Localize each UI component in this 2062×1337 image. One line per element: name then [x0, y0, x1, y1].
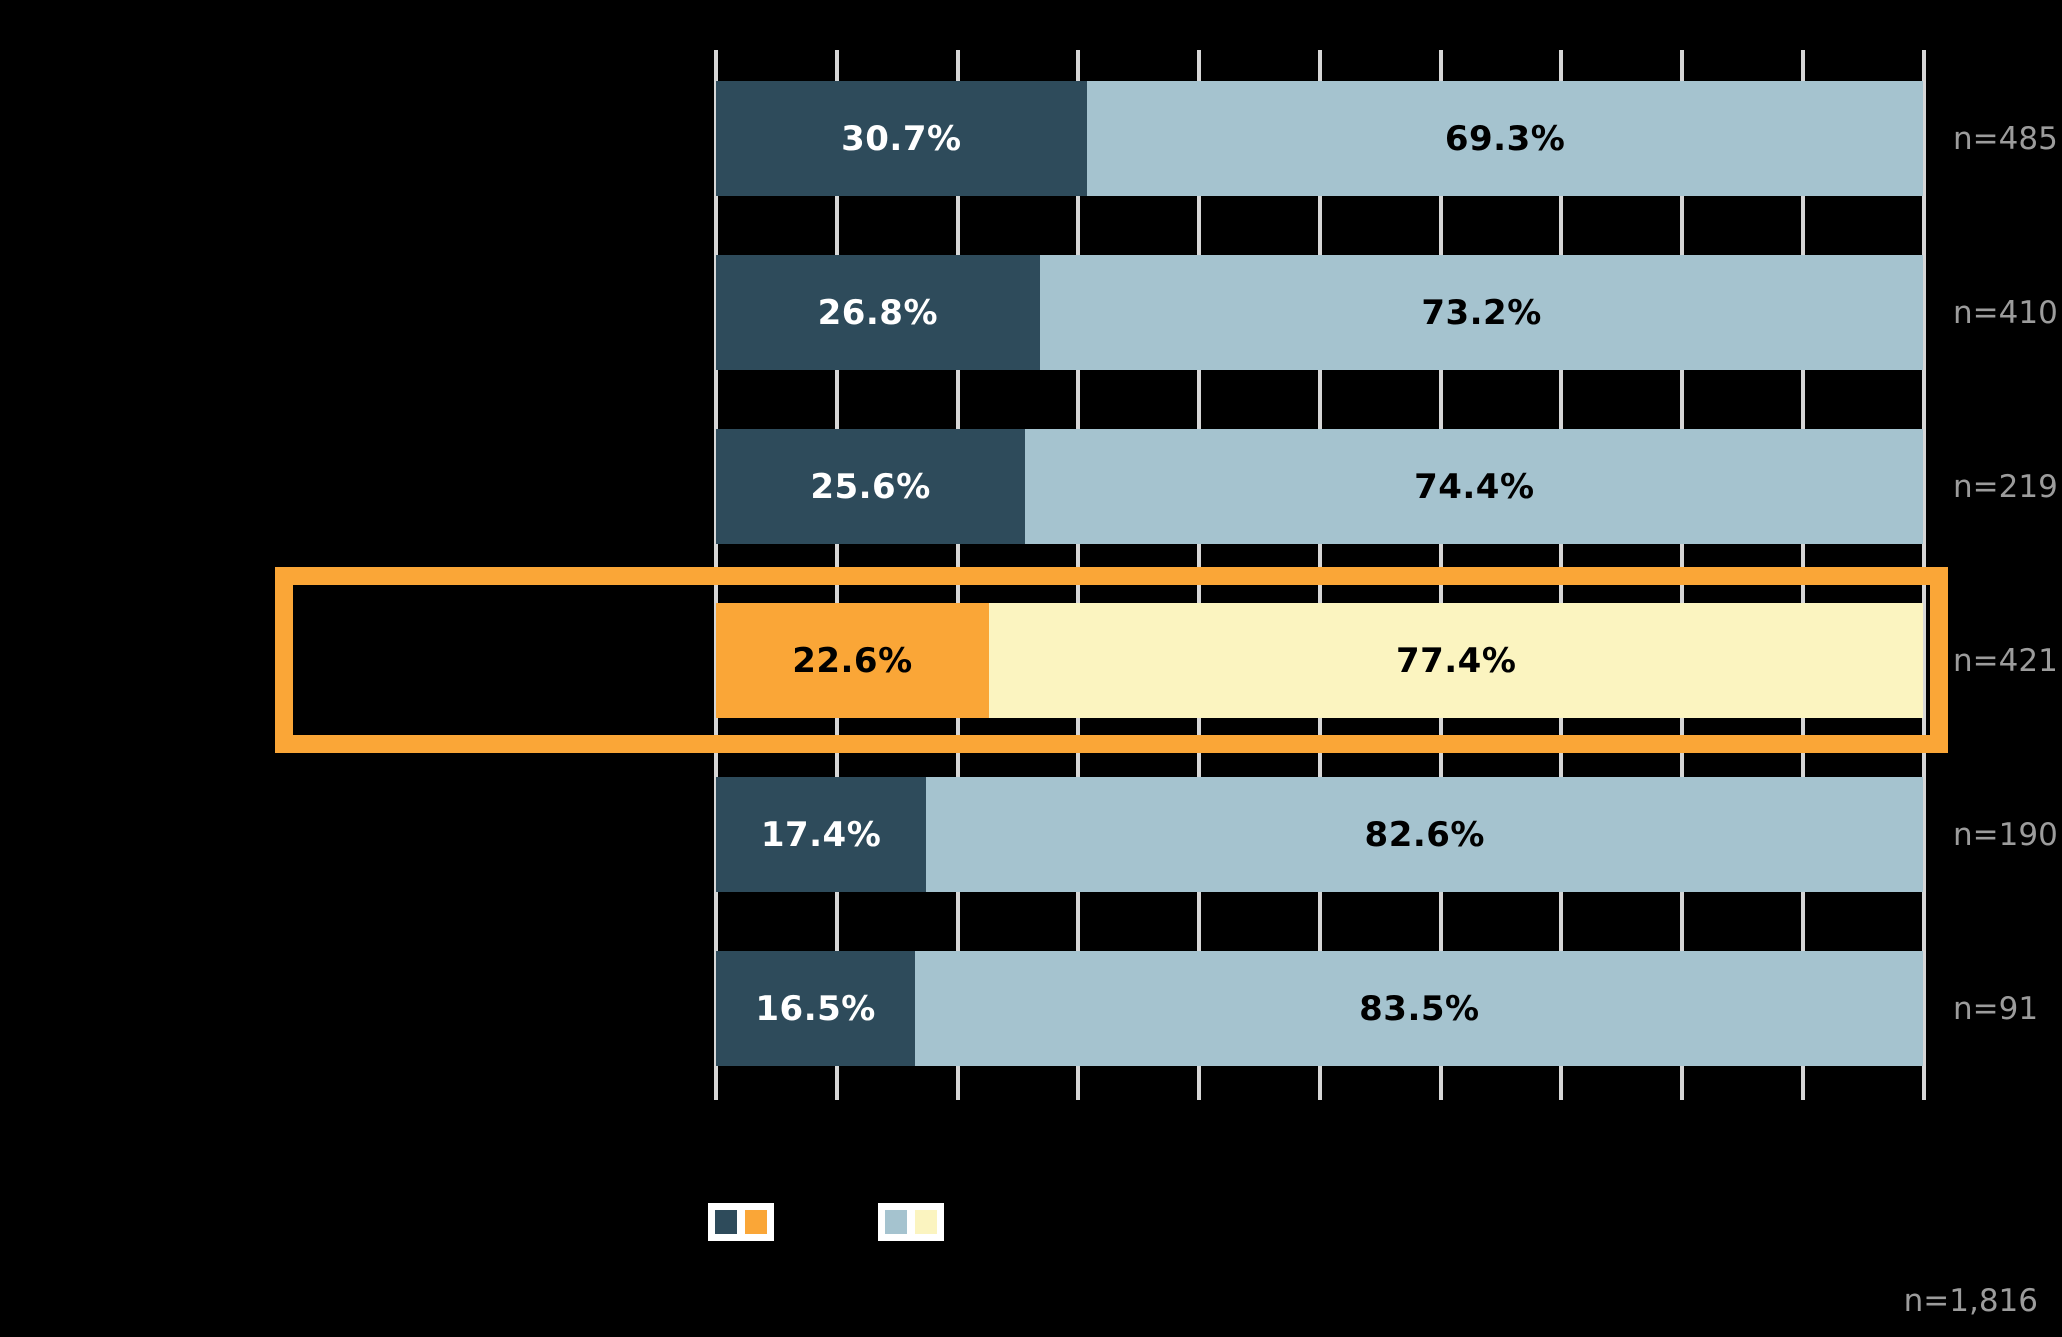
segment-2-label: 83.5%	[1359, 988, 1480, 1029]
segment-2-label: 77.4%	[1395, 640, 1517, 681]
n-label: n=219	[1953, 468, 2058, 505]
bar-segment-2: 73.2%	[1039, 255, 1924, 370]
n-label: n=421	[1953, 642, 2058, 679]
segment-2-label: 74.4%	[1414, 466, 1535, 507]
n-label: n=410	[1953, 294, 2058, 331]
segment-2-label: 82.6%	[1364, 814, 1486, 855]
segment-1-label: 16.5%	[755, 988, 876, 1029]
bar-segment-2: 83.5%	[915, 951, 1924, 1066]
legend-swatch	[745, 1210, 767, 1234]
n-label: n=485	[1953, 120, 2058, 157]
segment-1-label: 26.8%	[817, 292, 939, 333]
legend-swatch	[915, 1210, 937, 1234]
bar-segment-1: 17.4%	[716, 777, 927, 892]
segment-1-label: 30.7%	[841, 118, 962, 159]
legend-swatch	[715, 1210, 737, 1234]
legend-swatch-group-1	[708, 1203, 774, 1241]
bar-segment-2: 69.3%	[1086, 81, 1924, 196]
bar-segment-1: 26.8%	[716, 255, 1040, 370]
bar-segment-1: 22.6%	[716, 603, 989, 718]
bar-segment-2: 77.4%	[988, 603, 1924, 718]
bar-segment-2: 74.4%	[1025, 429, 1924, 544]
bar-segment-2: 82.6%	[926, 777, 1924, 892]
legend-swatch-group-2	[878, 1203, 944, 1241]
highlight-box	[275, 567, 1948, 753]
bar-segment-1: 16.5%	[716, 951, 916, 1066]
bar-segment-1: 30.7%	[716, 81, 1087, 196]
total-n-label: n=1,816	[1903, 1283, 2038, 1319]
legend-swatch	[885, 1210, 907, 1234]
bar-segment-1: 25.6%	[716, 429, 1026, 544]
segment-1-label: 17.4%	[760, 814, 882, 855]
n-label: n=190	[1953, 816, 2058, 853]
segment-2-label: 73.2%	[1421, 292, 1542, 333]
segment-1-label: 22.6%	[792, 640, 913, 681]
segment-2-label: 69.3%	[1444, 118, 1566, 159]
segment-1-label: 25.6%	[810, 466, 931, 507]
n-label: n=91	[1953, 990, 2039, 1027]
